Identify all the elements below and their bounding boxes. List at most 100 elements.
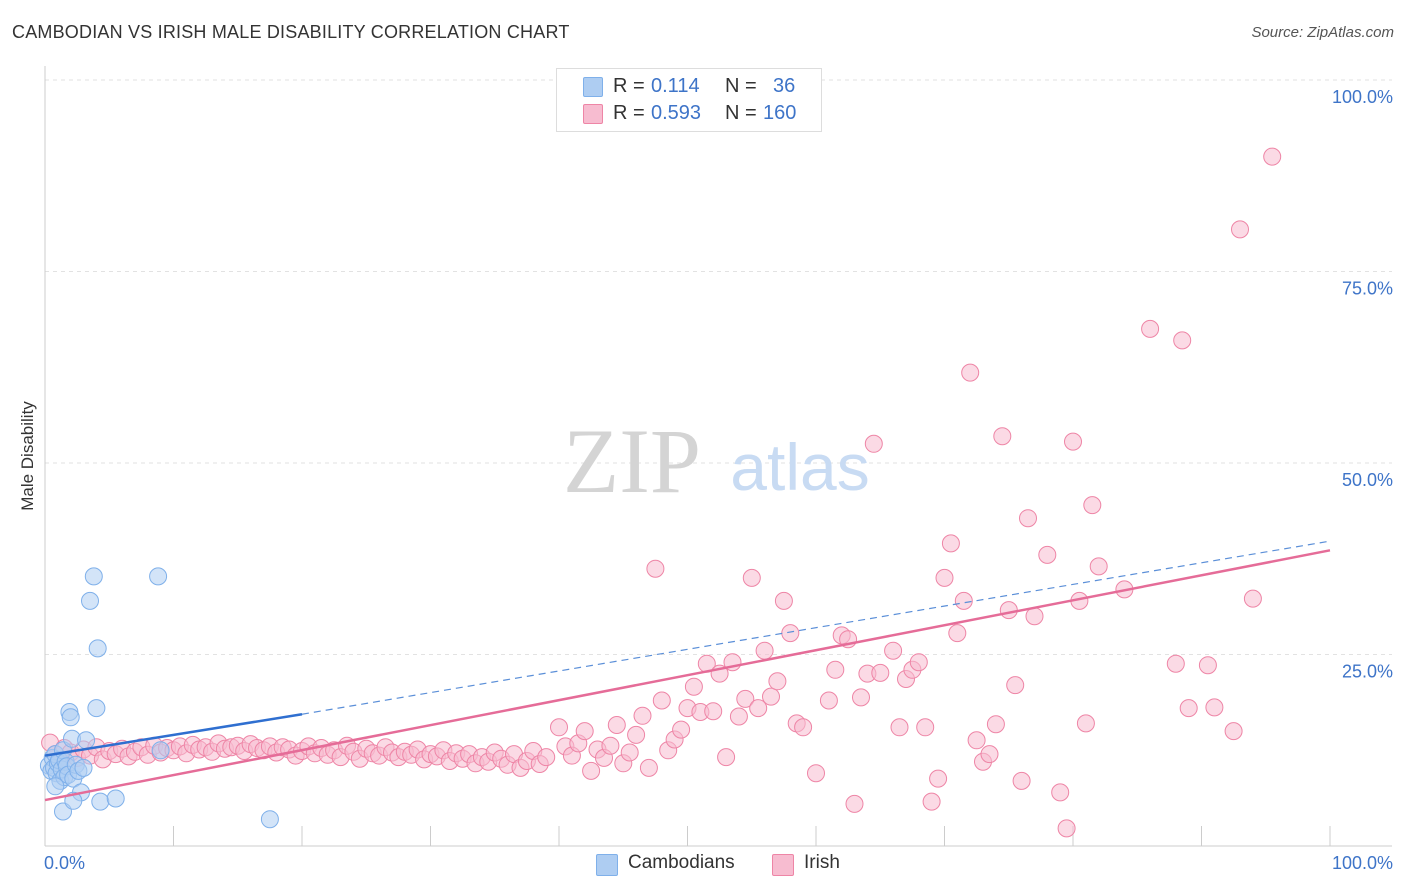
irish-point: [582, 761, 601, 780]
legend-r-value: 0.114: [651, 75, 700, 97]
cambodians-point: [91, 792, 110, 811]
irish-point: [537, 748, 556, 767]
irish-point: [954, 591, 973, 610]
irish-point: [601, 736, 620, 755]
irish-point: [967, 731, 986, 750]
cambodians-point: [61, 708, 80, 727]
irish-point: [1025, 607, 1044, 626]
legend-r-label: R =: [613, 102, 645, 124]
irish-point: [819, 691, 838, 710]
series-cambodians: [39, 567, 279, 829]
irish-point: [935, 568, 954, 587]
irish-point: [1173, 331, 1192, 350]
irish-point: [1198, 656, 1217, 675]
irish-point: [1141, 319, 1160, 338]
irish-point: [871, 663, 890, 682]
irish-point: [774, 591, 793, 610]
irish-point: [1179, 699, 1198, 718]
trend-lines: [44, 540, 1331, 802]
legend-label-irish: Irish: [804, 852, 840, 873]
axes: [44, 66, 1392, 847]
irish-point: [768, 672, 787, 691]
irish-point: [1019, 509, 1037, 528]
irish-point: [652, 691, 671, 710]
y-tick-label: 25.0%: [1342, 662, 1393, 682]
irish-point: [1064, 432, 1082, 451]
irish-point: [781, 624, 800, 643]
cambodians-trend-extension: [301, 540, 1331, 715]
irish-point: [890, 718, 909, 737]
legend-swatch-cambodians: [596, 854, 618, 876]
irish-point: [999, 601, 1018, 620]
irish-point: [1243, 589, 1262, 608]
legend-swatch-cambodians: [583, 77, 603, 97]
irish-point: [607, 716, 626, 734]
cambodians-point: [74, 758, 93, 777]
irish-point: [1006, 676, 1025, 695]
source-credit: Source: ZipAtlas.com: [1251, 24, 1394, 41]
irish-point: [620, 743, 639, 762]
irish-point: [909, 653, 928, 672]
data-points: [39, 147, 1282, 838]
irish-point: [627, 725, 646, 744]
irish-point: [749, 699, 768, 718]
legend-label-cambodians: Cambodians: [628, 852, 735, 873]
cambodians-point: [149, 567, 168, 586]
irish-point: [941, 534, 960, 553]
cambodians-trend-line: [44, 713, 303, 757]
irish-point: [762, 687, 780, 706]
irish-point: [961, 363, 980, 382]
irish-point: [639, 758, 658, 777]
series-legend: Cambodians Irish: [0, 852, 1406, 878]
series-irish: [41, 147, 1282, 838]
chart-title: CAMBODIAN VS IRISH MALE DISABILITY CORRE…: [12, 22, 570, 42]
irish-point: [1231, 220, 1249, 239]
irish-point: [948, 624, 967, 643]
irish-point: [826, 660, 845, 679]
irish-point: [742, 568, 761, 587]
irish-point: [1057, 819, 1076, 838]
irish-point: [684, 677, 703, 696]
irish-point: [672, 720, 691, 739]
cambodians-point: [106, 789, 125, 808]
irish-point: [736, 689, 755, 708]
irish-point: [1051, 783, 1070, 802]
y-tick-label: 50.0%: [1342, 470, 1393, 490]
irish-point: [993, 427, 1012, 446]
cambodians-point: [88, 639, 107, 658]
legend-n-label: N =: [725, 102, 757, 124]
legend-swatch-irish: [772, 854, 794, 876]
cambodians-point: [260, 810, 279, 829]
cambodians-point: [151, 741, 170, 760]
cambodians-point: [87, 699, 106, 718]
irish-point: [1089, 557, 1108, 576]
cambodians-point: [46, 777, 65, 796]
y-axis-label: Male Disability: [18, 401, 37, 511]
irish-point: [1205, 698, 1224, 717]
gridlines: [45, 79, 1392, 655]
irish-point: [1224, 722, 1243, 741]
irish-point: [646, 559, 665, 578]
watermark-zip: ZIP: [563, 410, 701, 512]
cambodians-point: [84, 567, 103, 586]
irish-point: [1076, 714, 1095, 733]
legend-swatch-irish: [583, 104, 603, 124]
stats-legend: R = 0.114 N = 36 R = 0.593 N = 160: [556, 68, 822, 132]
legend-n-value: 160: [763, 102, 797, 124]
irish-point: [929, 769, 948, 788]
irish-point: [550, 718, 568, 737]
cambodians-point: [81, 591, 99, 610]
x-tick-label: 100.0%: [1332, 853, 1393, 873]
irish-point: [980, 745, 999, 764]
irish-point: [1038, 545, 1057, 564]
irish-point: [922, 792, 941, 811]
cambodians-point: [77, 731, 96, 750]
irish-point: [729, 707, 748, 726]
watermark-atlas: atlas: [730, 430, 869, 504]
irish-point: [575, 722, 594, 741]
irish-point: [1166, 654, 1185, 673]
irish-point: [717, 748, 736, 767]
irish-point: [864, 434, 883, 453]
irish-point: [916, 718, 935, 737]
